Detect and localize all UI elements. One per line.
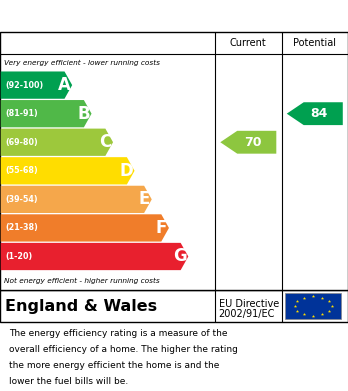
Text: F: F — [156, 219, 167, 237]
Text: C: C — [99, 133, 111, 151]
Text: England & Wales: England & Wales — [5, 298, 157, 314]
FancyBboxPatch shape — [0, 32, 348, 290]
Text: Energy Efficiency Rating: Energy Efficiency Rating — [5, 9, 215, 23]
Polygon shape — [1, 100, 92, 127]
Text: (55-68): (55-68) — [5, 166, 38, 175]
Text: the more energy efficient the home is and the: the more energy efficient the home is an… — [9, 361, 219, 369]
Polygon shape — [220, 131, 276, 154]
Polygon shape — [1, 72, 72, 99]
Text: Not energy efficient - higher running costs: Not energy efficient - higher running co… — [4, 278, 160, 284]
Text: (81-91): (81-91) — [5, 109, 38, 118]
Text: B: B — [77, 105, 90, 123]
Text: E: E — [139, 190, 150, 208]
Polygon shape — [1, 243, 188, 270]
Text: (1-20): (1-20) — [5, 252, 32, 261]
Polygon shape — [1, 186, 152, 213]
Text: (39-54): (39-54) — [5, 195, 38, 204]
Text: EU Directive: EU Directive — [219, 300, 279, 309]
Polygon shape — [1, 157, 135, 185]
Text: 70: 70 — [244, 136, 261, 149]
Polygon shape — [287, 102, 343, 125]
Text: overall efficiency of a home. The higher the rating: overall efficiency of a home. The higher… — [9, 345, 238, 354]
Text: 84: 84 — [310, 107, 328, 120]
Text: (92-100): (92-100) — [5, 81, 44, 90]
Text: The energy efficiency rating is a measure of the: The energy efficiency rating is a measur… — [9, 329, 227, 338]
Polygon shape — [1, 129, 113, 156]
Text: G: G — [173, 248, 187, 265]
Polygon shape — [1, 214, 169, 242]
Text: (69-80): (69-80) — [5, 138, 38, 147]
Text: Current: Current — [230, 38, 267, 48]
Text: (21-38): (21-38) — [5, 223, 38, 232]
Text: D: D — [119, 162, 133, 180]
Text: Potential: Potential — [293, 38, 336, 48]
Text: Very energy efficient - lower running costs: Very energy efficient - lower running co… — [4, 60, 160, 66]
FancyBboxPatch shape — [285, 292, 341, 319]
Text: 2002/91/EC: 2002/91/EC — [219, 309, 275, 319]
Text: lower the fuel bills will be.: lower the fuel bills will be. — [9, 377, 128, 386]
Text: A: A — [57, 76, 70, 94]
